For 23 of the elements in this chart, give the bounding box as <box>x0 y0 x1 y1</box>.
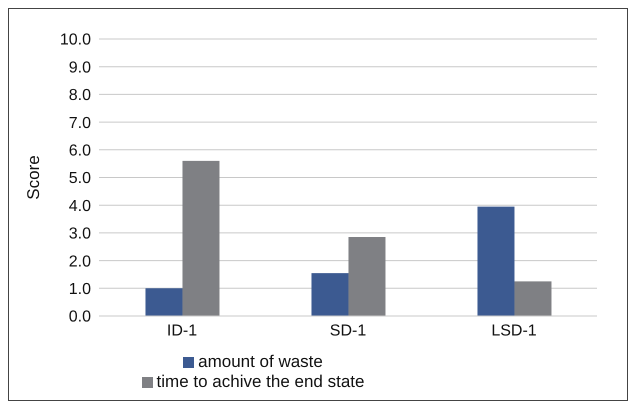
y-tick-label: 3.0 <box>68 226 92 243</box>
y-tick-label: 9.0 <box>68 59 92 76</box>
bar <box>145 288 182 316</box>
y-tick-label: 2.0 <box>68 253 92 270</box>
x-tick-label: SD-1 <box>330 322 366 340</box>
bar <box>182 160 220 316</box>
x-tick-label: LSD-1 <box>491 322 537 340</box>
y-tick-label: 7.0 <box>68 114 92 132</box>
bar <box>348 237 386 316</box>
bar <box>514 281 552 316</box>
bar <box>311 273 348 316</box>
x-tick-label: ID-1 <box>166 322 198 340</box>
y-tick-label: 5.0 <box>68 170 92 188</box>
legend-label: amount of waste <box>198 352 323 371</box>
y-tick-label: 1.0 <box>68 280 92 298</box>
y-axis-title: Score <box>24 155 44 200</box>
y-tick-label: 10.0 <box>60 32 92 49</box>
bar <box>477 206 514 316</box>
y-tick-label: 4.0 <box>68 198 92 215</box>
y-tick-label: 8.0 <box>68 87 92 104</box>
y-tick-label: 6.0 <box>68 142 92 160</box>
legend-label: time to achive the end state <box>156 372 364 391</box>
y-tick-label: 0.0 <box>68 308 92 326</box>
